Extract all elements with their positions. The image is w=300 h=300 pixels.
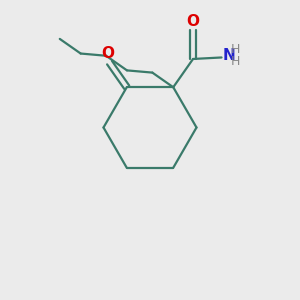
Text: O: O <box>187 14 200 29</box>
Text: O: O <box>101 46 115 61</box>
Text: N: N <box>223 49 236 64</box>
Text: H: H <box>230 56 240 68</box>
Text: H: H <box>230 44 240 56</box>
